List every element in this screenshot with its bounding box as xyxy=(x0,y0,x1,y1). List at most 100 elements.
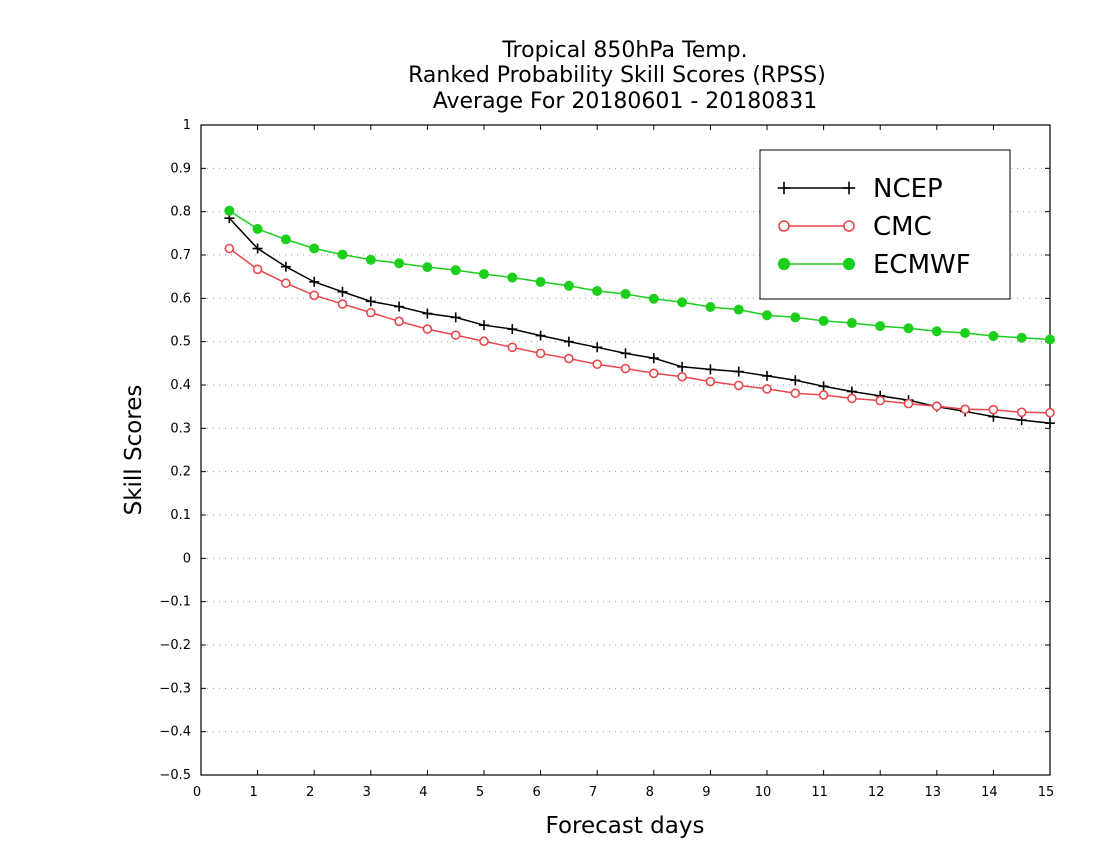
y-tick-label: 0.1 xyxy=(170,508,191,523)
data-point-ecmwf xyxy=(988,331,999,342)
y-tick-label: 1 xyxy=(183,118,191,133)
x-axis-ticks: 0 1 2 3 4 5 6 7 8 9 10 11 12 13 14 15 xyxy=(193,125,1054,800)
legend-marker xyxy=(778,220,790,232)
data-point-cmc xyxy=(309,290,320,301)
x-tick-label: 13 xyxy=(925,785,942,800)
data-point-ncep xyxy=(479,320,489,331)
data-point-ecmwf xyxy=(450,265,461,276)
series-layer xyxy=(224,205,1055,429)
x-tick-label: 1 xyxy=(249,785,257,800)
data-point-ncep xyxy=(563,336,574,347)
data-point-cmc xyxy=(988,404,999,415)
data-point-ecmwf xyxy=(903,323,914,334)
data-point-cmc xyxy=(1045,407,1055,418)
data-point-cmc xyxy=(762,384,772,394)
y-tick-label: 0 xyxy=(183,551,191,566)
data-point-ncep xyxy=(507,324,518,335)
y-tick-label: −0.1 xyxy=(159,595,191,610)
y-tick-label: 0.4 xyxy=(170,378,191,393)
x-tick-label: 11 xyxy=(811,785,828,800)
data-point-ecmwf xyxy=(733,304,744,315)
data-point-cmc xyxy=(677,371,687,382)
data-point-cmc xyxy=(592,359,603,370)
data-point-ncep xyxy=(394,301,405,312)
data-point-cmc xyxy=(450,330,461,340)
title-line-3: Average For 20180601 - 20180831 xyxy=(433,89,818,114)
chart-title: Tropical 850hPa Temp. Ranked Probability… xyxy=(408,38,826,114)
x-tick-label: 15 xyxy=(1038,785,1055,800)
data-point-cmc xyxy=(1016,407,1027,418)
x-axis-label: Forecast days xyxy=(546,813,705,839)
legend-label-ncep: NCEP xyxy=(873,174,943,204)
data-point-cmc xyxy=(818,390,829,400)
legend-marker xyxy=(777,257,791,271)
data-point-cmc xyxy=(535,348,546,359)
x-tick-label: 12 xyxy=(868,785,885,800)
data-point-cmc xyxy=(620,363,631,374)
legend: NCEP CMC ECMWF xyxy=(759,149,1011,300)
x-tick-label: 0 xyxy=(193,785,201,800)
data-point-ecmwf xyxy=(648,293,659,304)
data-point-ecmwf xyxy=(252,224,263,234)
y-tick-label: 0.7 xyxy=(170,248,191,263)
y-tick-label: −0.4 xyxy=(159,725,191,740)
y-tick-label: 0.5 xyxy=(170,335,191,350)
data-point-ncep xyxy=(790,375,801,386)
data-point-ecmwf xyxy=(365,254,376,265)
y-tick-label: 0.2 xyxy=(170,465,191,480)
data-point-ecmwf xyxy=(224,205,235,216)
data-point-cmc xyxy=(790,388,801,399)
x-tick-label: 3 xyxy=(363,785,371,800)
data-point-ncep xyxy=(648,353,659,364)
legend-item-ecmwf: ECMWF xyxy=(777,250,971,280)
legend-marker xyxy=(777,181,791,195)
data-point-ecmwf xyxy=(479,269,489,280)
data-point-cmc xyxy=(705,376,716,387)
legend-marker xyxy=(843,220,855,232)
data-point-ncep xyxy=(762,370,772,381)
data-point-ncep xyxy=(280,261,291,272)
data-point-ncep xyxy=(450,312,461,323)
legend-marker xyxy=(842,181,856,195)
data-point-ecmwf xyxy=(818,315,829,326)
data-point-ecmwf xyxy=(875,321,886,332)
data-point-ncep xyxy=(705,364,716,375)
legend-item-cmc: CMC xyxy=(778,212,932,242)
data-point-cmc xyxy=(252,264,263,275)
x-tick-label: 8 xyxy=(646,785,654,800)
x-tick-label: 6 xyxy=(532,785,540,800)
data-point-ncep xyxy=(620,348,631,359)
data-point-ncep xyxy=(252,243,263,254)
title-line-2: Ranked Probability Skill Scores (RPSS) xyxy=(408,63,826,88)
x-tick-label: 9 xyxy=(702,785,710,800)
data-point-ecmwf xyxy=(394,258,405,269)
data-point-cmc xyxy=(365,307,376,318)
data-point-ecmwf xyxy=(507,272,518,283)
data-point-ecmwf xyxy=(931,326,942,337)
data-point-ecmwf xyxy=(1045,334,1055,345)
data-point-ncep xyxy=(592,342,603,353)
data-point-ecmwf xyxy=(337,249,348,260)
data-point-ncep xyxy=(337,286,348,297)
data-point-cmc xyxy=(960,404,970,415)
y-tick-label: −0.5 xyxy=(159,768,191,783)
data-point-ncep xyxy=(365,296,376,307)
data-point-ecmwf xyxy=(960,328,971,338)
y-tick-label: 0.9 xyxy=(170,161,191,176)
y-tick-label: 0.3 xyxy=(170,421,191,436)
data-point-cmc xyxy=(479,336,489,347)
legend-box xyxy=(759,149,1011,300)
data-point-cmc xyxy=(903,398,914,409)
data-point-ncep xyxy=(535,330,546,341)
data-point-cmc xyxy=(224,243,235,254)
data-point-ecmwf xyxy=(790,312,801,323)
series-ecmwf xyxy=(224,205,1055,345)
data-point-ecmwf xyxy=(677,297,688,308)
legend-label-cmc: CMC xyxy=(873,212,932,242)
x-tick-label: 7 xyxy=(589,785,597,800)
x-tick-label: 14 xyxy=(981,785,998,800)
data-point-cmc xyxy=(394,316,404,327)
data-point-ecmwf xyxy=(620,289,631,299)
y-tick-label: −0.3 xyxy=(159,681,191,696)
data-point-ecmwf xyxy=(705,302,716,312)
